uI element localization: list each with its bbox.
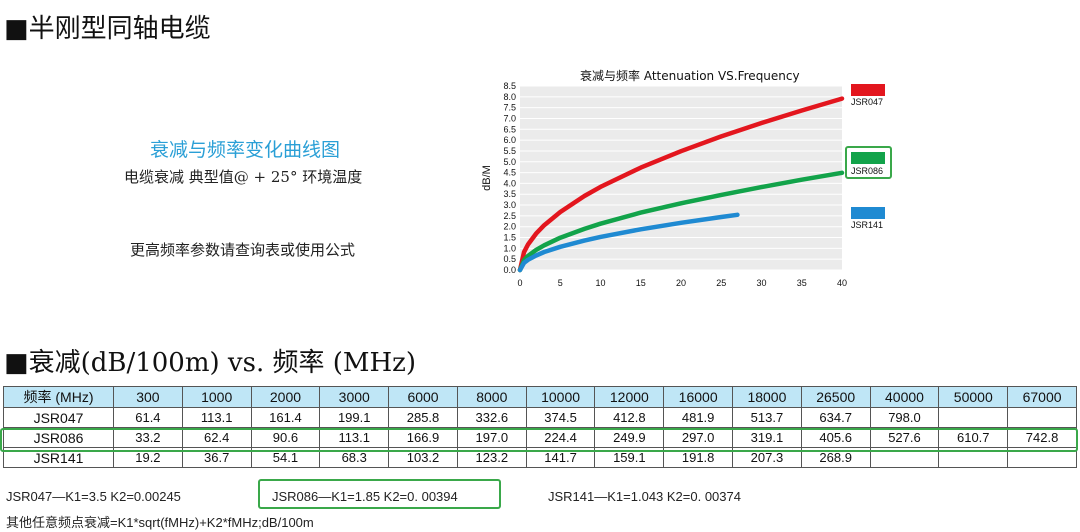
y-tick-label: 4.0 <box>503 178 516 188</box>
table-cell: 481.9 <box>663 407 734 428</box>
table-body: JSR047 61.4 113.1 161.4 199.1 285.8 332.6 374.5… <box>3 407 1077 468</box>
table-cell: 123.2 <box>456 447 527 468</box>
table-cell: 199.1 <box>319 407 390 428</box>
chart-title: 衰减与频率 Attenuation VS.Frequency <box>580 69 800 83</box>
legend-swatch-jsr047 <box>851 84 885 96</box>
table-cell <box>938 407 1009 428</box>
legend-label-jsr047: JSR047 <box>851 97 884 107</box>
legend-swatch-jsr086 <box>851 152 885 164</box>
attenuation-table: 频率 (MHz) 300 1000 2000 3000 6000 8000 10000 120… <box>3 386 1077 468</box>
table-header-freq: 16000 <box>663 386 734 408</box>
table-cell: 224.4 <box>525 427 596 448</box>
section-title-cable: ■半刚型同轴电缆 <box>4 14 211 44</box>
y-tick-label: 7.0 <box>503 113 516 123</box>
table-header-freq: 10000 <box>525 386 596 408</box>
x-tick-label: 40 <box>837 278 847 288</box>
y-tick-label: 2.0 <box>503 222 516 232</box>
x-tick-label: 20 <box>676 278 686 288</box>
formula-highlight-jsr086 <box>258 479 501 509</box>
legend-label-jsr086: JSR086 <box>851 166 884 176</box>
table-cell: 285.8 <box>388 407 458 428</box>
y-tick-label: 6.0 <box>503 135 516 145</box>
formula-jsr141: JSR141—K1=1.043 K2=0. 00374 <box>548 489 741 504</box>
y-tick-label: 7.5 <box>503 103 516 113</box>
table-row: JSR047 61.4 113.1 161.4 199.1 285.8 332.6 374.5… <box>3 407 1077 428</box>
y-axis-label: dB/M <box>481 165 493 191</box>
y-tick-label: 8.0 <box>503 92 516 102</box>
y-tick-label: 5.5 <box>503 146 516 156</box>
x-tick-label: 10 <box>595 278 605 288</box>
table-cell: 159.1 <box>594 447 665 468</box>
y-tick-label: 0.5 <box>503 254 516 264</box>
legend-label-jsr141: JSR141 <box>851 220 884 230</box>
y-tick-label: 1.0 <box>503 243 516 253</box>
table-cell: 68.3 <box>319 447 390 468</box>
table-cell: 332.6 <box>456 407 527 428</box>
table-row: JSR141 19.2 36.7 54.1 68.3 103.2 123.2 141.7 159… <box>3 447 1077 468</box>
table-cell: 103.2 <box>388 447 458 468</box>
table-header-freq: 67000 <box>1007 386 1077 408</box>
table-cell <box>1007 447 1077 468</box>
x-tick-label: 35 <box>797 278 807 288</box>
section-title-attenuation-table: ■衰减(dB/100m) vs. 频率 (MHz) <box>4 348 417 378</box>
table-cell: 374.5 <box>525 407 596 428</box>
table-header-freq: 12000 <box>594 386 665 408</box>
table-header-freq: 18000 <box>732 386 802 408</box>
table-header-freq: 3000 <box>319 386 390 408</box>
y-tick-label: 2.5 <box>503 211 516 221</box>
series-line-jsr086 <box>517 170 845 273</box>
table-cell: 207.3 <box>732 447 802 468</box>
table-row-label: JSR141 <box>3 447 114 468</box>
chart-description-line2: 更高频率参数请查询表或使用公式 <box>130 241 356 259</box>
y-tick-label: 6.5 <box>503 124 516 134</box>
formula-jsr047: JSR047—K1=3.5 K2=0.00245 <box>6 489 181 504</box>
y-tick-label: 3.5 <box>503 189 516 199</box>
table-cell: 61.4 <box>113 407 183 428</box>
x-tick-label: 15 <box>636 278 646 288</box>
table-cell: 161.4 <box>250 407 321 428</box>
table-cell: 191.8 <box>663 447 734 468</box>
table-cell: 634.7 <box>800 407 871 428</box>
formula-general: 其他任意频点衰减=K1*sqrt(fMHz)+K2*fMHz;dB/100m <box>6 515 314 530</box>
table-row-label: JSR047 <box>3 407 114 428</box>
legend-swatch-jsr141 <box>851 207 885 219</box>
table-header-freq: 8000 <box>456 386 527 408</box>
table-cell: 54.1 <box>250 447 321 468</box>
table-header-freq: 50000 <box>938 386 1009 408</box>
y-tick-label: 1.5 <box>503 233 516 243</box>
table-header-freq: 26500 <box>800 386 871 408</box>
table-cell: 412.8 <box>594 407 665 428</box>
row-highlight-jsr086 <box>0 428 1078 452</box>
y-tick-label: 8.5 <box>503 81 516 91</box>
table-cell: 19.2 <box>113 447 183 468</box>
formula-jsr086: JSR086—K1=1.85 K2=0. 00394 <box>272 489 458 504</box>
table-header-freq: 1000 <box>181 386 252 408</box>
table-header-freq: 2000 <box>250 386 321 408</box>
chart-description-heading: 衰减与频率变化曲线图 <box>150 139 341 161</box>
x-tick-label: 25 <box>716 278 726 288</box>
x-tick-label: 30 <box>756 278 766 288</box>
table-cell <box>1007 407 1077 428</box>
table-cell: 798.0 <box>869 407 940 428</box>
table-header-frequency-label: 频率 (MHz) <box>3 386 114 408</box>
y-tick-label: 4.5 <box>503 168 516 178</box>
table-header-row: 频率 (MHz) 300 1000 2000 3000 6000 8000 10000 120… <box>3 386 1077 408</box>
y-tick-label: 0.0 <box>503 265 516 275</box>
table-header-freq: 6000 <box>388 386 458 408</box>
legend-highlight-jsr086 <box>845 146 892 179</box>
table-cell: 513.7 <box>732 407 802 428</box>
table-header-freq: 40000 <box>869 386 940 408</box>
series-line-jsr047 <box>517 96 845 273</box>
series-line-jsr141 <box>517 212 740 273</box>
attenuation-chart: 0.00.51.01.52.02.53.03.54.04.55.05.56.06… <box>481 81 847 288</box>
x-tick-label: 0 <box>517 278 522 288</box>
table-header-freq: 300 <box>113 386 183 408</box>
x-tick-label: 5 <box>558 278 563 288</box>
table-cell: 113.1 <box>181 407 252 428</box>
y-tick-label: 5.0 <box>503 157 516 167</box>
chart-description-line1: 电缆衰减 典型值@ + 25° 环境温度 <box>124 168 363 186</box>
y-tick-label: 3.0 <box>503 200 516 210</box>
table-cell: 268.9 <box>800 447 871 468</box>
